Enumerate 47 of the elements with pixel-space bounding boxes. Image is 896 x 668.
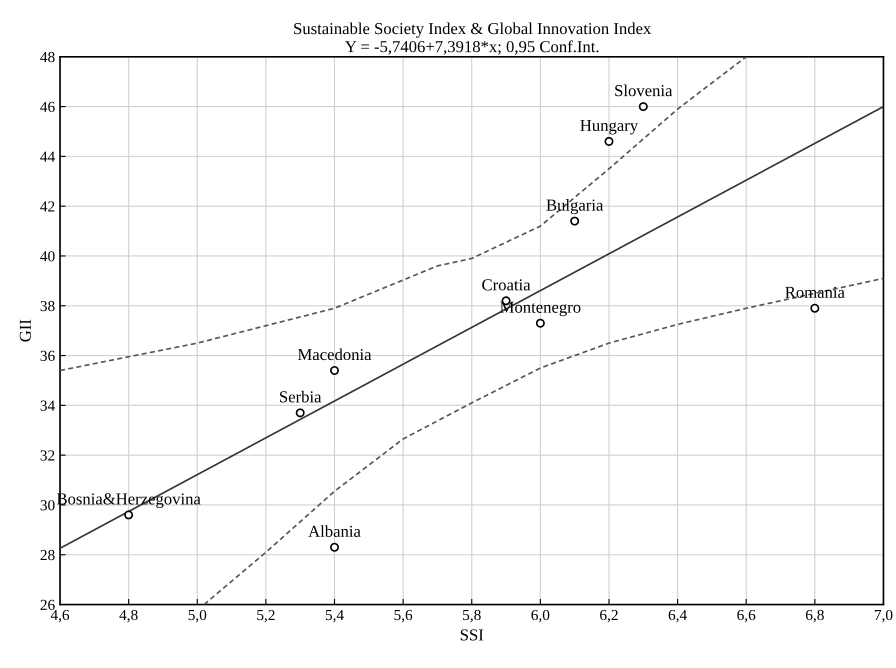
y-tick-label: 38 [40, 300, 55, 312]
chart-title: Sustainable Society Index & Global Innovation Index [294, 22, 652, 38]
point [330, 542, 340, 552]
x-tick-label: 7,0 [874, 610, 892, 622]
point [124, 510, 134, 520]
y-tick-label: 28 [40, 550, 55, 560]
annotation: Albania [308, 525, 361, 537]
x-tick-label: 6,6 [737, 610, 756, 622]
y-tick-label: 34 [40, 400, 55, 411]
x-tick-label: 6,4 [668, 610, 687, 622]
annotation: Hungary [580, 120, 638, 134]
line-series [203, 278, 884, 605]
point [810, 304, 820, 313]
x-tick-label: 6,0 [531, 610, 550, 622]
x-tick-label: 5,0 [188, 610, 206, 622]
point [638, 102, 648, 112]
point [536, 318, 545, 328]
line-series [60, 56, 748, 372]
y-tick-label: 44 [40, 152, 55, 162]
point [570, 216, 580, 226]
annotation: Serbia [280, 390, 322, 402]
x-tick-label: 5,2 [257, 610, 275, 622]
y-tick-label: 42 [40, 201, 54, 212]
x-tick-label: 5,8 [463, 610, 481, 622]
y-tick-label: 48 [40, 52, 55, 62]
x-tick-label: 4,8 [119, 610, 138, 622]
annotation: Bulgaria [546, 199, 604, 214]
annotation: Croatia [482, 279, 530, 290]
x-tick-label: 6,2 [600, 610, 618, 622]
chart-subtitle: Y = -5,7406+7,3918*x; 0,95 Conf.Int. [345, 40, 598, 55]
x-tick-label: 5,4 [326, 610, 344, 622]
x-tick-label: 5,6 [394, 610, 412, 622]
x-tick-label: 4,6 [50, 610, 70, 622]
annotation: Macedonia [298, 348, 372, 360]
y-tick-label: 26 [40, 600, 55, 610]
y-tick-label: 40 [40, 251, 55, 262]
y-tick-label: 36 [40, 350, 55, 362]
y-axis-title: GII [20, 320, 31, 342]
x-axis-title: SSI [460, 629, 484, 641]
y-tick-label: 46 [40, 102, 55, 112]
point [604, 136, 614, 146]
y-tick-label: 32 [40, 450, 54, 461]
point [296, 408, 305, 418]
point [330, 366, 340, 376]
x-tick-label: 6,8 [806, 610, 824, 622]
y-tick-label: 30 [40, 500, 55, 510]
annotation: Slovenia [615, 84, 672, 96]
